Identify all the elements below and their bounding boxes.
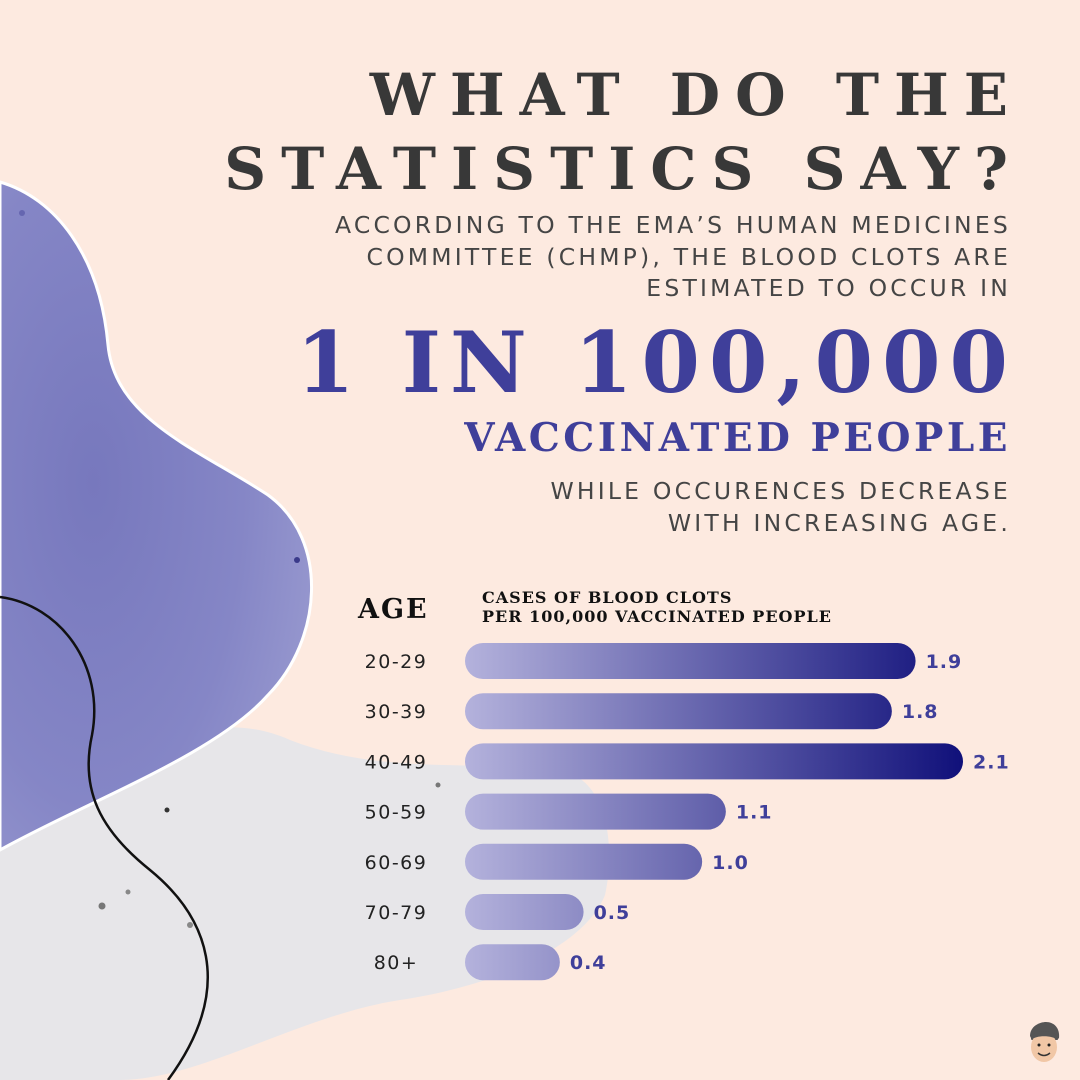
age-label-50-59: 50-59 — [365, 802, 428, 824]
bar-30-39 — [465, 693, 892, 730]
age-label-80+: 80+ — [374, 952, 419, 974]
page-title: WHAT DO THE STATISTICS SAY? — [224, 58, 1008, 206]
value-label-20-29: 1.9 — [926, 651, 963, 673]
value-header-line-2: PER 100,000 VACCINATED PEOPLE — [482, 607, 832, 626]
age-label-70-79: 70-79 — [365, 902, 428, 924]
bar-20-29 — [465, 643, 916, 679]
age-label-40-49: 40-49 — [365, 751, 428, 773]
title-line-1: WHAT DO THE — [369, 61, 1023, 129]
intro-text: ACCORDING TO THE EMA’S HUMAN MEDICINES C… — [335, 210, 1008, 305]
value-label-30-39: 1.8 — [902, 701, 939, 723]
purple-blob — [0, 180, 313, 852]
value-label-60-69: 1.0 — [712, 852, 749, 874]
title-line-2: STATISTICS SAY? — [224, 135, 1023, 203]
age-label-60-69: 60-69 — [365, 852, 428, 874]
headline-stat-subtitle-text: VACCINATED PEOPLE — [464, 415, 1011, 461]
intro-line-2: COMMITTEE (CHMP), THE BLOOD CLOTS ARE — [366, 242, 1011, 271]
headline-stat: 1 IN 100,000 — [296, 315, 1008, 411]
value-label-50-59: 1.1 — [736, 802, 773, 824]
age-label-20-29: 20-29 — [365, 651, 428, 673]
bar-60-69 — [465, 843, 703, 880]
bar-50-59 — [465, 793, 726, 830]
headline-stat-subtitle: VACCINATED PEOPLE — [464, 413, 1008, 463]
value-label-70-79: 0.5 — [594, 902, 631, 924]
intro-line-1: ACCORDING TO THE EMA’S HUMAN MEDICINES — [334, 211, 1011, 239]
value-column-header: CASES OF BLOOD CLOTS PER 100,000 VACCINA… — [482, 588, 832, 626]
trend-note-line-2: WITH INCREASING AGE. — [667, 508, 1011, 537]
age-label-30-39: 30-39 — [365, 701, 428, 723]
value-label-40-49: 2.1 — [973, 751, 1010, 773]
bar-80+ — [465, 944, 560, 981]
black-curve-line — [0, 595, 209, 1080]
trend-note-line-1: WHILE OCCURENCES DECREASE — [550, 477, 1011, 505]
bar-chart: 20-29 1.9 30-39 1.8 40-49 2.1 50-59 1.1 60-69 1.0… — [365, 643, 1010, 981]
value-label-80+: 0.4 — [570, 952, 607, 974]
value-header-line-1: CASES OF BLOOD CLOTS — [482, 588, 733, 607]
intro-line-3: ESTIMATED TO OCCUR IN — [646, 274, 1011, 302]
bar-40-49 — [465, 743, 963, 780]
grey-blob — [0, 727, 610, 1080]
trend-note: WHILE OCCURENCES DECREASE WITH INCREASIN… — [550, 476, 1008, 539]
cartoon-avatar-icon — [1030, 1022, 1060, 1062]
bar-70-79 — [465, 894, 584, 930]
age-column-header: AGE — [358, 594, 429, 625]
headline-stat-text: 1 IN 100,000 — [296, 313, 1017, 412]
